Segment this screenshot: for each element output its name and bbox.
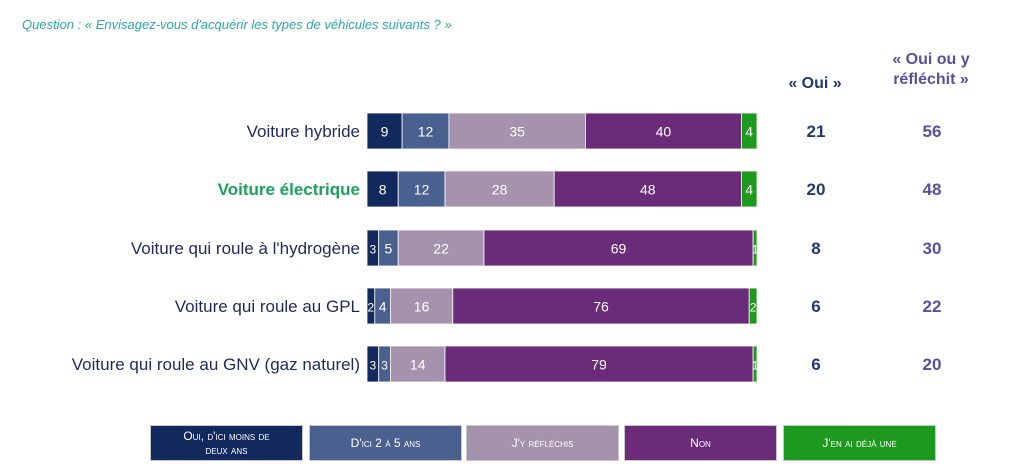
data-label-voiture-electrique-4: 48: [640, 182, 656, 198]
data-label-voiture-hybride-1: 9: [381, 124, 389, 140]
bar-segment-voiture-hybride-4: [585, 112, 742, 150]
bar-segment-voiture-qui-roule-a-l-hydrogene-5: [752, 229, 758, 267]
oui-column-header: « Oui »: [770, 74, 860, 94]
data-label-voiture-qui-roule-au-gnv-gaz-naturel-1: 3: [370, 359, 377, 373]
legend-label-line1: Non: [690, 436, 711, 450]
data-label-voiture-hybride-5: 4: [745, 124, 753, 140]
data-label-voiture-qui-roule-au-gpl-3: 16: [414, 299, 430, 315]
data-label-voiture-electrique-5: 4: [745, 182, 753, 198]
legend-item-non: Non: [624, 425, 777, 461]
legend-label: Oui, d'ici moins de deux ans: [183, 429, 269, 457]
legend-label-line2: deux ans: [205, 443, 248, 457]
oui-ou-y-reflechit-total-voiture-qui-roule-au-gnv-gaz-naturel: 20: [923, 355, 942, 374]
bar-segment-voiture-hybride-5: [741, 112, 758, 150]
legend-label: D'ici 2 à 5 ans: [351, 436, 421, 450]
legend-item-j-en-ai-deja-une: J'en ai déjà une: [783, 425, 936, 461]
data-label-voiture-qui-roule-au-gnv-gaz-naturel-2: 3: [381, 359, 388, 373]
oui-total-voiture-qui-roule-au-gpl: 6: [811, 297, 820, 316]
bar-segment-voiture-qui-roule-a-l-hydrogene-4: [483, 229, 754, 267]
bar-segment-voiture-qui-roule-au-gpl-4: [452, 287, 750, 325]
data-label-voiture-qui-roule-a-l-hydrogene-5: 1: [752, 243, 759, 257]
legend-label: Non: [690, 436, 711, 450]
oui-ou-y-reflechit-total-voiture-qui-roule-a-l-hydrogene: 30: [923, 239, 942, 258]
oui-total-voiture-qui-roule-a-l-hydrogene: 8: [811, 239, 820, 258]
bar-segment-voiture-electrique-5: [741, 170, 758, 208]
data-label-voiture-qui-roule-a-l-hydrogene-1: 3: [370, 243, 377, 257]
oui-ou-y-reflechit-total-voiture-qui-roule-au-gpl: 22: [923, 297, 942, 316]
legend-item-oui-d-ici-moins-de: Oui, d'ici moins de deux ans: [150, 425, 303, 461]
oui-ou-y-reflechit-header-line1: « Oui ou y: [892, 51, 970, 68]
bar-segment-voiture-hybride-3: [448, 112, 586, 150]
oui-ou-y-reflechit-total-voiture-electrique: 48: [923, 180, 942, 199]
legend-label: J'y réfléchis: [512, 436, 574, 450]
oui-total-voiture-electrique: 20: [807, 180, 826, 199]
data-label-voiture-hybride-3: 35: [509, 124, 525, 140]
legend-label-line1: D'ici 2 à 5 ans: [350, 436, 421, 450]
legend-label: J'en ai déjà une: [822, 436, 896, 450]
bar-segment-voiture-qui-roule-a-l-hydrogene-3: [397, 229, 485, 267]
bar-segment-voiture-electrique-3: [444, 170, 555, 208]
bar-segment-voiture-hybride-2: [401, 112, 450, 150]
legend-item-d-ici-2-a-5-ans: D'ici 2 à 5 ans: [309, 425, 462, 461]
category-label-voiture-hybride: Voiture hybride: [247, 122, 360, 141]
legend-label-line1: J'y réfléchis: [511, 436, 574, 450]
data-label-voiture-qui-roule-a-l-hydrogene-4: 69: [611, 241, 627, 257]
data-label-voiture-electrique-1: 8: [379, 182, 387, 198]
oui-ou-y-reflechit-column-header: « Oui ou y réfléchit »: [872, 50, 990, 90]
data-label-voiture-electrique-3: 28: [492, 182, 508, 198]
oui-total-voiture-hybride: 21: [807, 122, 826, 141]
oui-ou-y-reflechit-header-line2: réfléchit »: [893, 71, 969, 88]
oui-column-header-label: « Oui »: [788, 75, 842, 92]
data-label-voiture-qui-roule-au-gnv-gaz-naturel-5: 1: [752, 359, 759, 373]
data-label-voiture-qui-roule-au-gnv-gaz-naturel-3: 14: [410, 357, 426, 373]
legend-label-line1: Oui, d'ici moins de: [183, 429, 270, 443]
data-label-voiture-hybride-4: 40: [656, 124, 672, 140]
bar-segment-voiture-qui-roule-au-gpl-3: [389, 287, 454, 325]
data-label-voiture-hybride-2: 12: [418, 124, 434, 140]
category-label-voiture-qui-roule-a-l-hydrogene: Voiture qui roule à l'hydrogène: [131, 239, 360, 258]
data-label-voiture-qui-roule-a-l-hydrogene-2: 5: [385, 241, 393, 257]
data-label-voiture-qui-roule-au-gpl-1: 2: [368, 301, 375, 315]
data-label-voiture-qui-roule-au-gpl-5: 2: [750, 301, 757, 315]
bar-segment-voiture-qui-roule-au-gpl-5: [748, 287, 758, 325]
legend-item-j-y-reflechis: J'y réfléchis: [466, 425, 619, 461]
data-label-voiture-qui-roule-au-gnv-gaz-naturel-4: 79: [591, 357, 607, 373]
category-label-voiture-electrique: Voiture électrique: [218, 180, 360, 199]
bar-segment-voiture-qui-roule-au-gnv-gaz-naturel-5: [752, 345, 758, 383]
data-label-voiture-qui-roule-au-gpl-4: 76: [593, 299, 609, 315]
category-label-voiture-qui-roule-au-gpl: Voiture qui roule au GPL: [175, 297, 360, 316]
bar-segment-voiture-electrique-4: [553, 170, 742, 208]
oui-ou-y-reflechit-total-voiture-hybride: 56: [923, 122, 942, 141]
oui-total-voiture-qui-roule-au-gnv-gaz-naturel: 6: [811, 355, 820, 374]
data-label-voiture-qui-roule-au-gpl-2: 4: [379, 299, 387, 315]
bar-segment-voiture-qui-roule-au-gnv-gaz-naturel-4: [444, 345, 754, 383]
data-label-voiture-electrique-2: 12: [414, 182, 430, 198]
legend-label-line1: J'en ai déjà une: [822, 436, 897, 450]
data-label-voiture-qui-roule-a-l-hydrogene-3: 22: [433, 241, 449, 257]
chart-legend: Oui, d'ici moins de deux ans D'ici 2 à 5 a…: [0, 425, 1024, 461]
question-text: Question : « Envisagez-vous d'acquérir l…: [22, 17, 452, 32]
category-label-voiture-qui-roule-au-gnv-gaz-naturel: Voiture qui roule au GNV (gaz naturel): [72, 355, 360, 374]
